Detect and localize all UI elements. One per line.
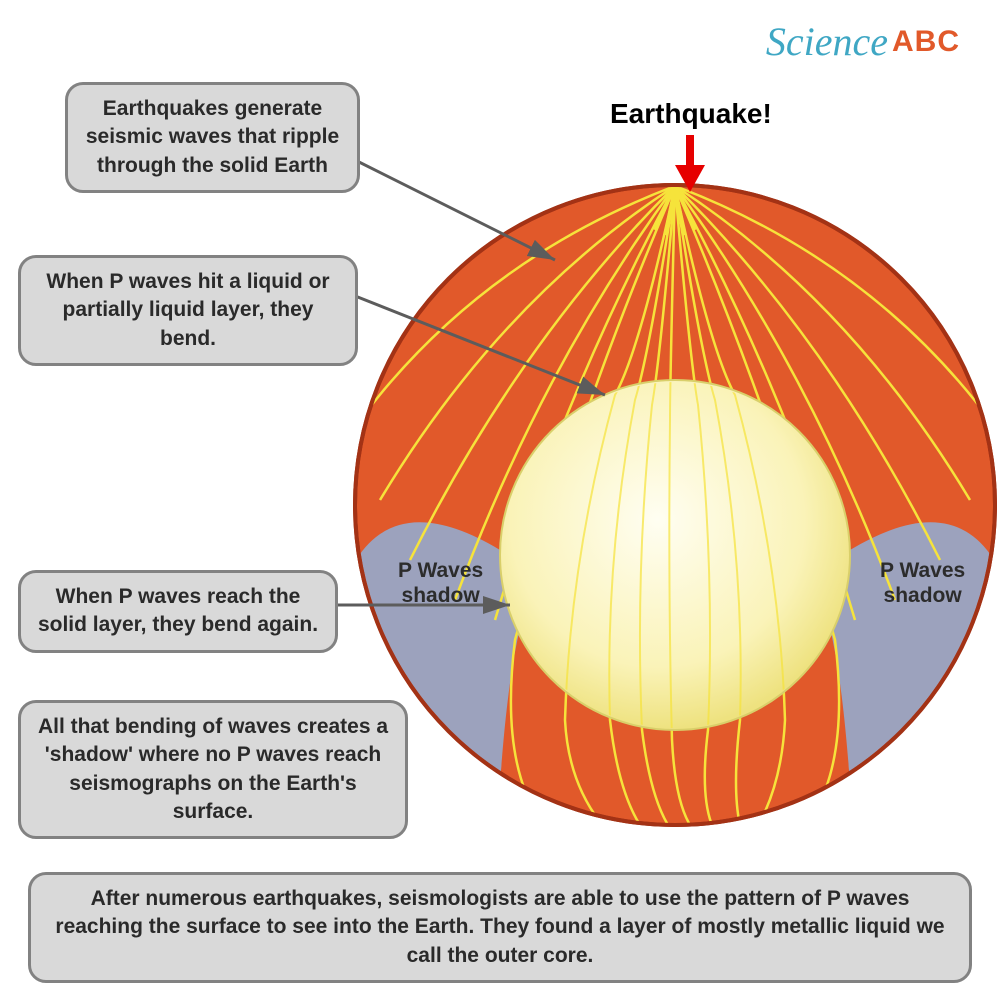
callout-2: When P waves hit a liquid or partially l… [18,255,358,366]
callout-5: After numerous earthquakes, seismologist… [28,872,972,983]
left-shadow-label: P Wavesshadow [398,558,483,608]
logo-abc: ABC [892,25,960,58]
callout-4: All that bending of waves creates a 'sha… [18,700,408,839]
earth-core [500,380,850,730]
callout-1: Earthquakes generate seismic waves that … [65,82,360,193]
callout-3: When P waves reach the solid layer, they… [18,570,338,653]
right-shadow-label: P Wavesshadow [880,558,965,608]
logo: Science ABC [766,18,960,65]
logo-script: Science [766,19,888,64]
earthquake-title: Earthquake! [610,98,772,130]
